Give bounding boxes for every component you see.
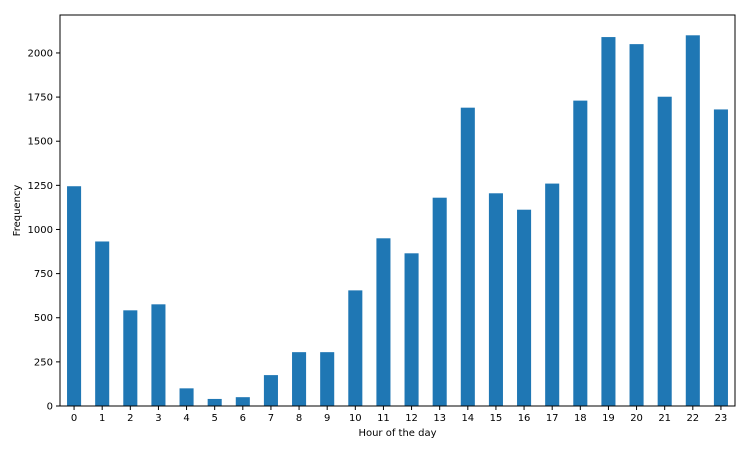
x-tick-label: 19 <box>602 413 615 424</box>
x-tick-label: 21 <box>658 413 671 424</box>
x-tick-label: 0 <box>71 413 77 424</box>
x-tick-label: 2 <box>127 413 133 424</box>
x-tick-label: 22 <box>686 413 699 424</box>
y-axis-label: Frequency <box>12 185 23 237</box>
y-tick-label: 2000 <box>28 48 53 59</box>
bar-hour-4 <box>179 388 194 406</box>
x-tick-label: 10 <box>349 413 362 424</box>
x-tick-label: 1 <box>99 413 105 424</box>
y-tick-label: 1750 <box>28 93 53 104</box>
bar-hour-1 <box>95 241 110 406</box>
x-tick-label: 15 <box>490 413 503 424</box>
x-tick-label: 18 <box>574 413 587 424</box>
bar-hour-7 <box>263 375 278 406</box>
bar-hour-19 <box>601 37 616 407</box>
bars-group <box>67 35 728 407</box>
y-tick-label: 250 <box>34 357 53 368</box>
bar-hour-6 <box>235 397 250 406</box>
x-tick-label: 23 <box>715 413 728 424</box>
y-axis-ticks: 0 250 500 750 1000 1250 1500 1750 2000 <box>28 48 60 413</box>
x-tick-label: 13 <box>433 413 446 424</box>
bar-hour-0 <box>67 186 82 406</box>
bar-hour-12 <box>404 253 419 406</box>
y-tick-label: 1500 <box>28 137 53 148</box>
x-tick-label: 7 <box>268 413 274 424</box>
bar-hour-23 <box>713 109 728 406</box>
y-tick-label: 1250 <box>28 181 53 192</box>
bar-hour-10 <box>348 290 363 406</box>
bar-hour-11 <box>376 238 391 406</box>
x-tick-label: 3 <box>155 413 161 424</box>
plot-frame <box>59 14 736 407</box>
x-axis-label: Hour of the day <box>358 428 436 439</box>
x-tick-label: 8 <box>296 413 302 424</box>
bar-hour-20 <box>629 44 644 407</box>
x-tick-label: 9 <box>324 413 330 424</box>
x-tick-label: 11 <box>377 413 390 424</box>
x-tick-label: 6 <box>240 413 246 424</box>
bar-hour-8 <box>292 352 307 406</box>
x-tick-label: 5 <box>212 413 218 424</box>
bar-hour-18 <box>573 100 588 406</box>
y-tick-label: 750 <box>34 269 53 280</box>
bar-hour-14 <box>460 107 475 407</box>
bar-hour-15 <box>488 193 503 406</box>
bar-hour-16 <box>517 209 532 406</box>
bar-hour-21 <box>657 96 672 407</box>
x-tick-label: 20 <box>630 413 643 424</box>
x-axis-ticks: 0 1 2 3 4 5 6 7 8 9 10 11 12 13 14 15 16 17 18 19 20 21 22 23 <box>71 406 727 424</box>
bar-hour-17 <box>545 183 560 406</box>
bar-hour-5 <box>207 398 222 406</box>
bar-hour-2 <box>123 310 138 406</box>
y-tick-label: 1000 <box>28 225 53 236</box>
x-tick-label: 12 <box>405 413 418 424</box>
bar-hour-13 <box>432 197 447 406</box>
y-tick-label: 0 <box>47 402 53 413</box>
x-tick-label: 16 <box>518 413 531 424</box>
y-tick-label: 500 <box>34 313 53 324</box>
bar-hour-22 <box>685 35 700 406</box>
x-tick-label: 17 <box>546 413 559 424</box>
bar-hour-3 <box>151 304 166 406</box>
x-tick-label: 14 <box>461 413 474 424</box>
bar-hour-9 <box>320 352 335 406</box>
x-tick-label: 4 <box>183 413 189 424</box>
